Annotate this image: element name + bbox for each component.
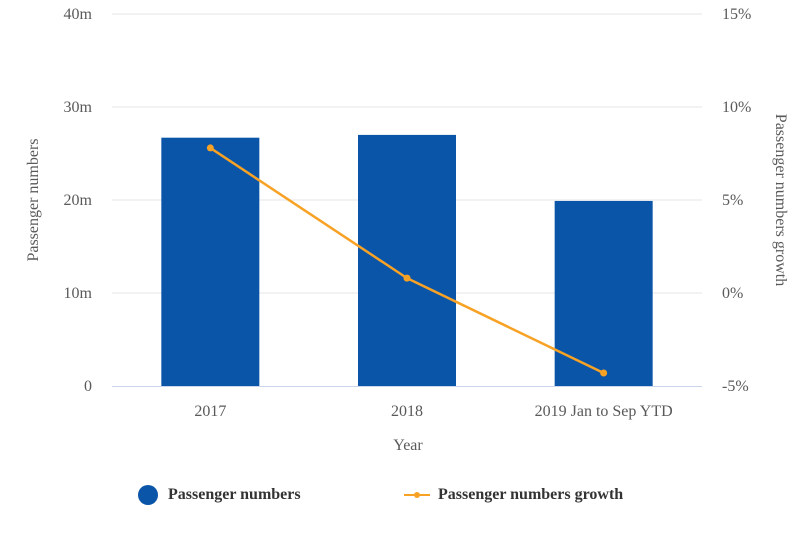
x-tick-label: 2018 [391,403,423,420]
right-y-axis-title: Passenger numbers growth [772,114,789,286]
left-y-tick-label: 20m [64,192,93,209]
growth-point [206,144,214,152]
left-y-tick-label: 10m [64,285,93,302]
legend-item-passenger-numbers-growth[interactable]: Passenger numbers growth [404,480,623,510]
right-y-tick-label: 15% [722,6,751,23]
right-y-tick-label: 5% [722,192,743,209]
legend-item-passenger-numbers[interactable]: Passenger numbers [138,480,301,510]
right-y-axis: -5% 0% 5% 10% 15% [722,6,751,395]
growth-point [403,274,411,282]
left-y-tick-label: 0 [84,378,92,395]
line-series [206,144,608,377]
x-axis-title: Year [393,437,423,454]
legend: Passenger numbers Passenger numbers grow… [0,480,812,510]
right-y-tick-label: -5% [722,378,749,395]
legend-line-swatch [404,492,430,498]
legend-label: Passenger numbers [168,486,301,503]
left-y-tick-label: 40m [64,6,93,23]
x-axis: 2017 2018 2019 Jan to Sep YTD [112,386,702,420]
growth-point [600,369,608,377]
x-tick-label: 2019 Jan to Sep YTD [535,403,673,420]
legend-label: Passenger numbers growth [438,486,624,503]
bar [161,137,260,386]
left-y-axis: 0 10m 20m 30m 40m [64,6,93,395]
left-y-tick-label: 30m [64,99,93,116]
bar [358,134,456,386]
legend-bar-swatch [138,485,158,505]
right-y-tick-label: 0% [722,285,743,302]
bar-series [161,134,653,386]
x-tick-label: 2017 [194,403,226,420]
bar [554,200,653,386]
right-y-tick-label: 10% [722,99,751,116]
left-y-axis-title: Passenger numbers [25,138,42,261]
